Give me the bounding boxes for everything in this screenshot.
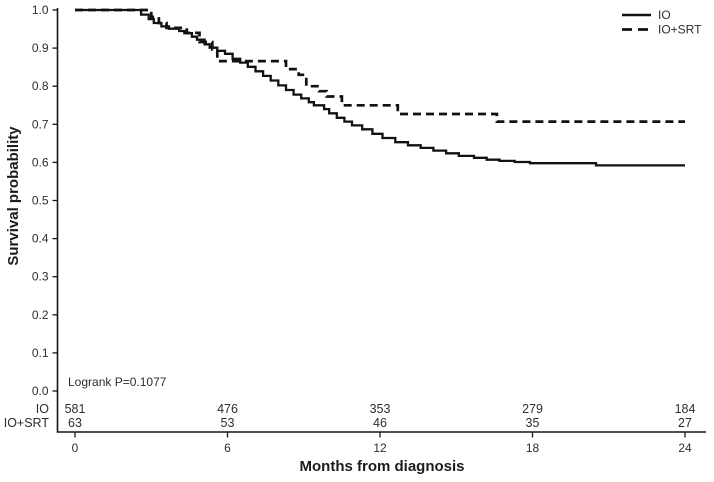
- y-tick-label: 0.9: [32, 41, 49, 55]
- risk-row-label-io: IO: [36, 402, 49, 416]
- x-tick-label: 24: [678, 441, 692, 455]
- risk-count: 279: [522, 402, 543, 416]
- risk-count: 35: [526, 416, 540, 430]
- risk-count: 63: [68, 416, 82, 430]
- legend: IO IO+SRT: [622, 8, 702, 37]
- logrank-annotation: Logrank P=0.1077: [68, 375, 167, 389]
- y-tick-label: 0.0: [32, 384, 49, 398]
- axes: 0.0 0.1 0.2 0.3 0.4 0.5 0.6 0.7 0.8 0.9 1.0 0 6 12 18 2…: [32, 3, 706, 455]
- x-tick-label: 18: [526, 441, 540, 455]
- x-axis-title: Months from diagnosis: [300, 458, 465, 475]
- y-tick-label: 0.8: [32, 79, 49, 93]
- risk-count: 53: [221, 416, 235, 430]
- survival-curves: [75, 8, 685, 167]
- risk-count: 27: [678, 416, 692, 430]
- y-tick-label: 0.2: [32, 308, 49, 322]
- y-tick-label: 0.7: [32, 117, 49, 131]
- y-tick-label: 1.0: [32, 3, 49, 17]
- risk-count: 184: [675, 402, 696, 416]
- risk-count: 476: [217, 402, 238, 416]
- y-tick-label: 0.4: [32, 232, 49, 246]
- km-curve-io-srt: [75, 8, 685, 123]
- x-tick-label: 12: [373, 441, 387, 455]
- legend-label-io: IO: [658, 8, 671, 22]
- axis-frame: [56, 8, 706, 433]
- risk-count: 353: [370, 402, 391, 416]
- y-axis-title: Survival probability: [5, 126, 22, 266]
- risk-table-counts: 581 476 353 279 184 63 53 46 35 27: [65, 402, 696, 430]
- y-tick-label: 0.3: [32, 270, 49, 284]
- y-tick-label: 0.6: [32, 155, 49, 169]
- risk-count: 581: [65, 402, 86, 416]
- risk-row-label-io-srt: IO+SRT: [4, 416, 50, 430]
- x-tick-label: 6: [224, 441, 231, 455]
- km-curve-io: [75, 8, 685, 167]
- y-tick-label: 0.1: [32, 346, 49, 360]
- risk-count: 46: [373, 416, 387, 430]
- y-tick-label: 0.5: [32, 194, 49, 208]
- x-tick-label: 0: [72, 441, 79, 455]
- legend-label-io-srt: IO+SRT: [658, 23, 702, 37]
